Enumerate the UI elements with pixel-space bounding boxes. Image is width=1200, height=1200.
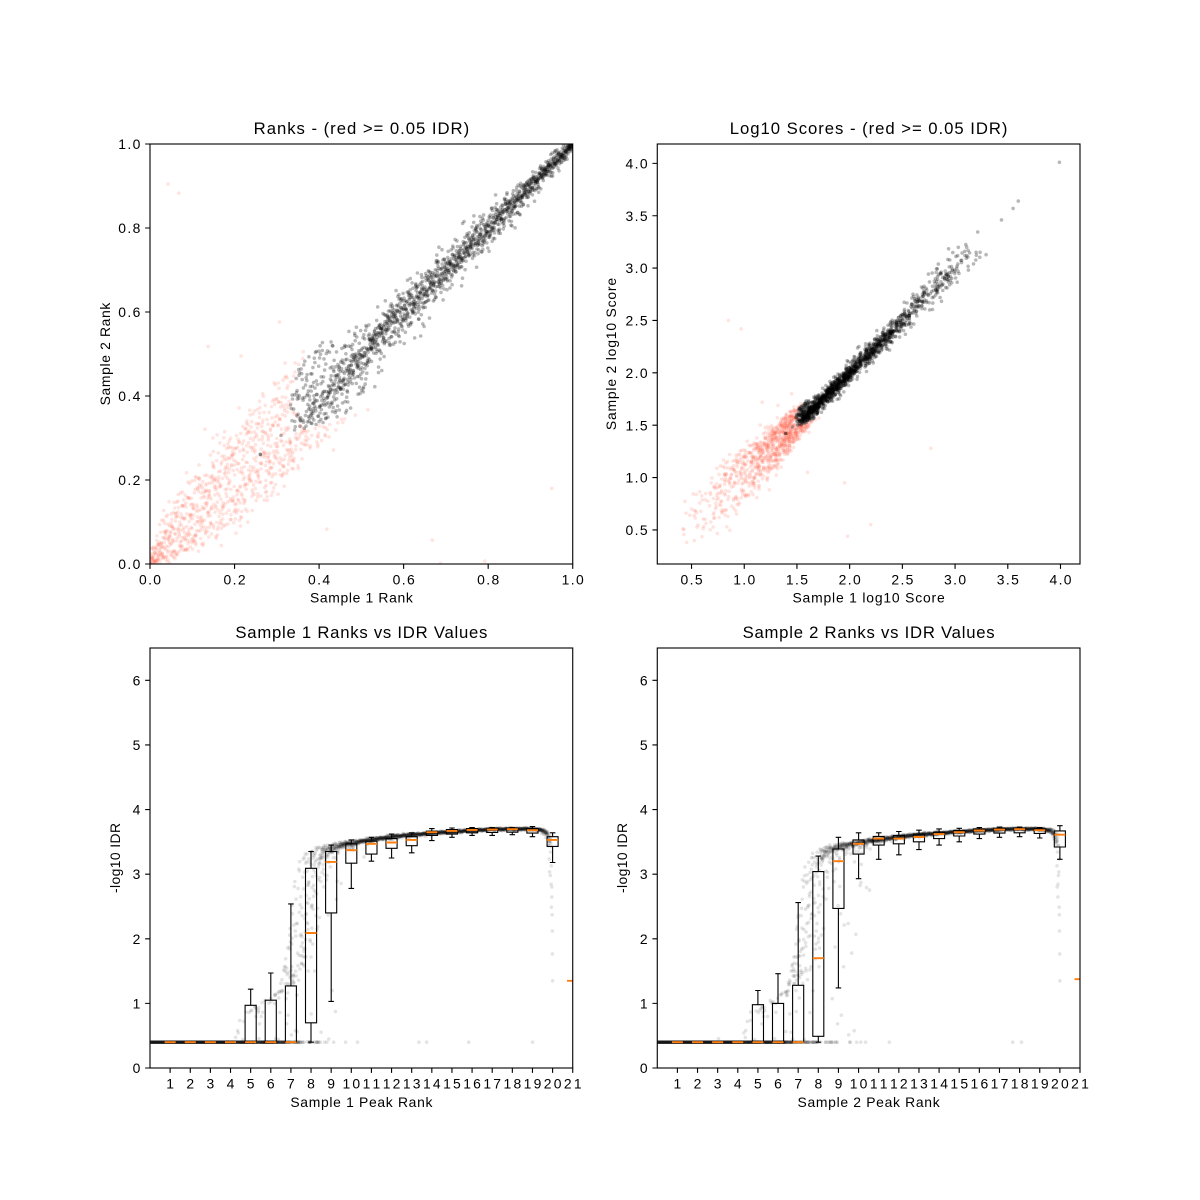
svg-text:15: 15 (443, 1075, 461, 1091)
svg-text:0.6: 0.6 (118, 304, 140, 320)
svg-text:1: 1 (640, 995, 648, 1011)
svg-text:14: 14 (930, 1075, 948, 1091)
svg-text:7: 7 (794, 1075, 802, 1091)
svg-text:3: 3 (640, 866, 648, 882)
svg-text:20: 20 (544, 1075, 562, 1091)
svg-text:6: 6 (640, 672, 648, 688)
svg-text:1.5: 1.5 (786, 571, 808, 587)
svg-text:Log10 Scores - (red >= 0.05 ID: Log10 Scores - (red >= 0.05 IDR) (730, 119, 1008, 138)
svg-text:0.5: 0.5 (625, 522, 647, 538)
svg-text:0.4: 0.4 (118, 388, 140, 404)
svg-text:Sample 2 log10 Score: Sample 2 log10 Score (603, 278, 619, 431)
svg-text:5: 5 (640, 737, 648, 753)
svg-text:Sample 2 Rank: Sample 2 Rank (97, 303, 113, 406)
svg-text:12: 12 (383, 1075, 401, 1091)
svg-text:2.0: 2.0 (625, 365, 647, 381)
svg-text:6: 6 (133, 672, 141, 688)
svg-text:2.0: 2.0 (839, 571, 861, 587)
svg-text:1.5: 1.5 (625, 417, 647, 433)
svg-text:1: 1 (133, 995, 141, 1011)
svg-text:7: 7 (287, 1075, 295, 1091)
svg-text:0.0: 0.0 (139, 571, 161, 587)
svg-text:0.2: 0.2 (224, 571, 246, 587)
svg-text:11: 11 (870, 1075, 888, 1091)
svg-text:0.8: 0.8 (118, 220, 140, 236)
svg-text:1.0: 1.0 (562, 571, 584, 587)
svg-text:4.0: 4.0 (1049, 571, 1071, 587)
svg-text:2: 2 (186, 1075, 194, 1091)
svg-text:-log10 IDR: -log10 IDR (614, 823, 630, 893)
svg-text:-log10 IDR: -log10 IDR (107, 823, 123, 893)
svg-text:3.5: 3.5 (997, 571, 1019, 587)
svg-text:0.6: 0.6 (393, 571, 415, 587)
svg-text:4: 4 (734, 1075, 742, 1091)
svg-text:Sample 1 Peak Rank: Sample 1 Peak Rank (290, 1094, 432, 1110)
svg-text:0.4: 0.4 (308, 571, 330, 587)
svg-text:3: 3 (207, 1075, 215, 1091)
svg-text:0: 0 (133, 1060, 141, 1076)
svg-text:9: 9 (835, 1075, 843, 1091)
svg-text:4.0: 4.0 (625, 155, 647, 171)
svg-text:2: 2 (133, 931, 141, 947)
svg-text:Sample 1 log10 Score: Sample 1 log10 Score (792, 590, 945, 606)
svg-text:12: 12 (890, 1075, 908, 1091)
svg-text:13: 13 (403, 1075, 421, 1091)
svg-text:Sample 2 Peak Rank: Sample 2 Peak Rank (798, 1094, 940, 1110)
svg-text:0.0: 0.0 (118, 556, 140, 572)
svg-text:11: 11 (363, 1075, 381, 1091)
svg-text:9: 9 (327, 1075, 335, 1091)
svg-text:18: 18 (1011, 1075, 1029, 1091)
svg-text:3.5: 3.5 (625, 208, 647, 224)
svg-text:5: 5 (247, 1075, 255, 1091)
svg-text:2: 2 (694, 1075, 702, 1091)
svg-text:1.0: 1.0 (733, 571, 755, 587)
svg-text:2.5: 2.5 (891, 571, 913, 587)
svg-text:19: 19 (524, 1075, 542, 1091)
svg-text:5: 5 (133, 737, 141, 753)
svg-text:19: 19 (1031, 1075, 1049, 1091)
svg-text:8: 8 (307, 1075, 315, 1091)
svg-text:2.5: 2.5 (625, 313, 647, 329)
svg-text:18: 18 (504, 1075, 522, 1091)
svg-text:1: 1 (674, 1075, 682, 1091)
svg-text:Ranks - (red >= 0.05 IDR): Ranks - (red >= 0.05 IDR) (254, 119, 470, 138)
svg-text:1.0: 1.0 (625, 470, 647, 486)
svg-text:1.0: 1.0 (118, 136, 140, 152)
svg-text:0: 0 (640, 1060, 648, 1076)
svg-text:6: 6 (267, 1075, 275, 1091)
svg-text:2: 2 (640, 931, 648, 947)
svg-text:13: 13 (910, 1075, 928, 1091)
svg-text:6: 6 (774, 1075, 782, 1091)
svg-text:17: 17 (483, 1075, 501, 1091)
svg-text:17: 17 (991, 1075, 1009, 1091)
svg-text:0.5: 0.5 (680, 571, 702, 587)
svg-text:10: 10 (342, 1075, 360, 1091)
svg-text:16: 16 (463, 1075, 481, 1091)
svg-text:Sample 2 Ranks vs IDR Values: Sample 2 Ranks vs IDR Values (743, 623, 995, 642)
svg-text:3: 3 (133, 866, 141, 882)
svg-text:15: 15 (950, 1075, 968, 1091)
svg-text:3.0: 3.0 (944, 571, 966, 587)
svg-text:21: 21 (564, 1075, 582, 1091)
svg-text:4: 4 (227, 1075, 235, 1091)
svg-text:4: 4 (133, 802, 141, 818)
svg-text:1: 1 (166, 1075, 174, 1091)
svg-text:3.0: 3.0 (625, 260, 647, 276)
svg-text:0.8: 0.8 (477, 571, 499, 587)
svg-text:3: 3 (714, 1075, 722, 1091)
svg-text:20: 20 (1051, 1075, 1069, 1091)
svg-text:4: 4 (640, 802, 648, 818)
svg-text:10: 10 (850, 1075, 868, 1091)
svg-text:Sample 1 Rank: Sample 1 Rank (310, 590, 413, 606)
svg-text:Sample 1 Ranks vs IDR Values: Sample 1 Ranks vs IDR Values (235, 623, 487, 642)
svg-text:21: 21 (1071, 1075, 1089, 1091)
svg-text:16: 16 (971, 1075, 989, 1091)
svg-text:8: 8 (814, 1075, 822, 1091)
svg-text:0.2: 0.2 (118, 472, 140, 488)
svg-text:5: 5 (754, 1075, 762, 1091)
svg-text:14: 14 (423, 1075, 441, 1091)
